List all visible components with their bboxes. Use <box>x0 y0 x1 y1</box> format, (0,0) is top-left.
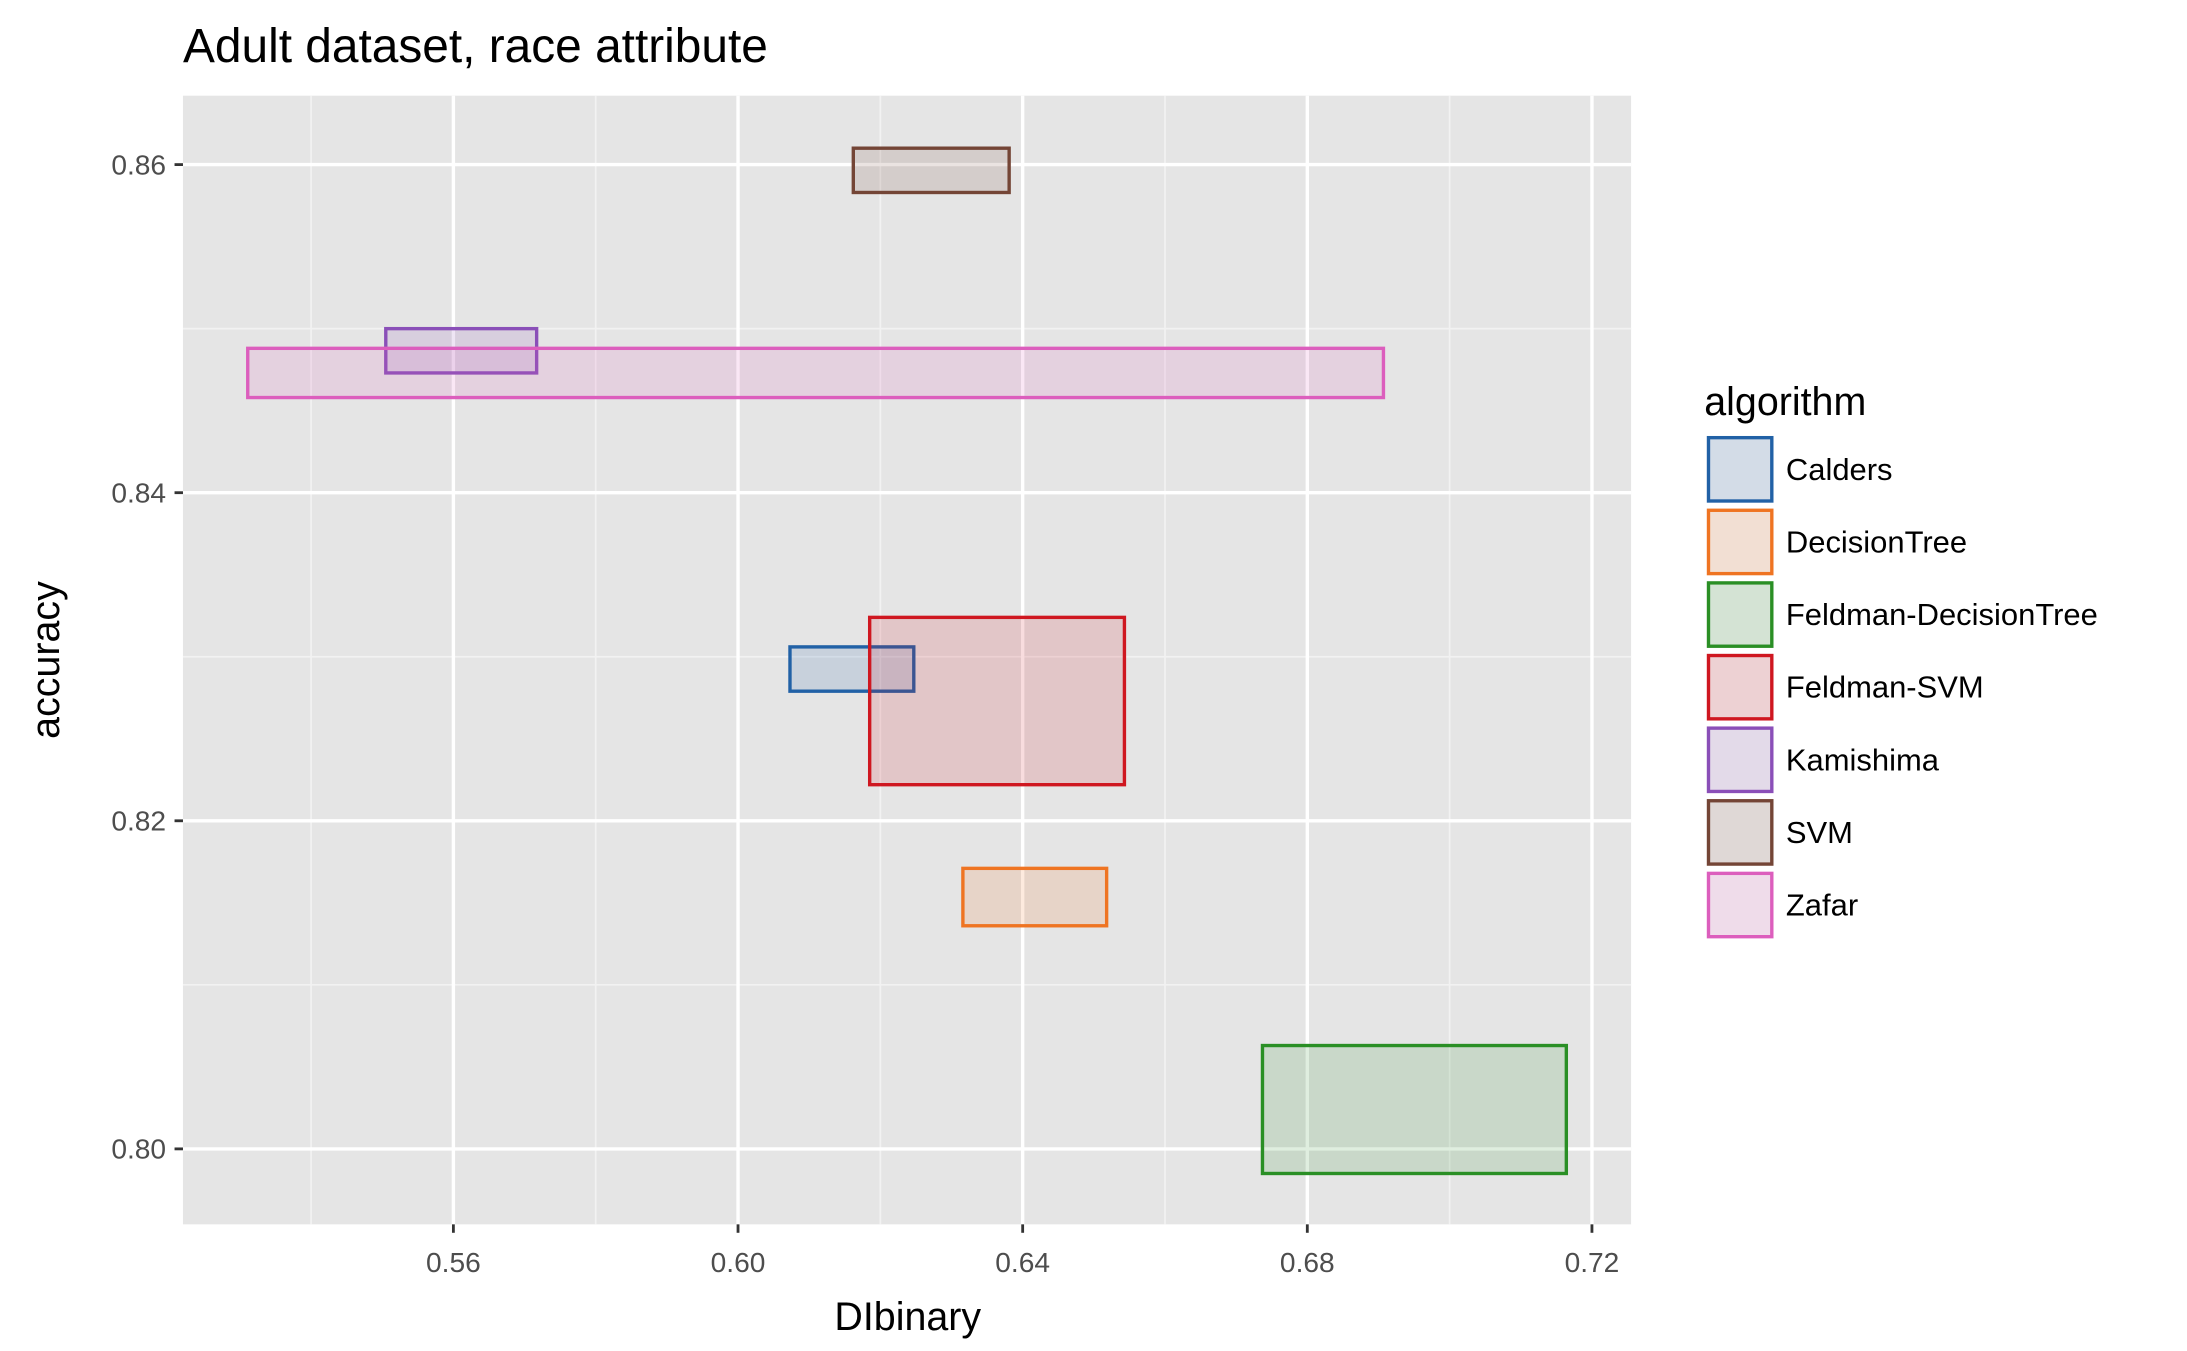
x-tick-label: 0.56 <box>426 1247 481 1278</box>
x-tick-label: 0.64 <box>995 1247 1050 1278</box>
range-box <box>1260 1043 1569 1176</box>
x-tick-label: 0.72 <box>1565 1247 1620 1278</box>
range-box <box>961 866 1109 928</box>
range-box <box>867 615 1127 787</box>
legend-key <box>1707 871 1774 939</box>
legend-swatch <box>1706 508 1774 576</box>
legend-label: Calders <box>1786 452 1893 487</box>
y-axis-title: accuracy <box>24 581 68 739</box>
legend-swatch <box>1706 581 1774 648</box>
legend-key <box>1707 581 1774 648</box>
y-tick-label: 0.80 <box>111 1134 166 1165</box>
legend-label: DecisionTree <box>1786 525 1967 560</box>
range-box <box>246 346 1386 400</box>
legend-key <box>1707 726 1774 793</box>
x-axis-title: DIbinary <box>834 1295 981 1339</box>
plot-panel <box>182 95 1632 1225</box>
legend-swatch <box>1706 799 1774 866</box>
legend-title: algorithm <box>1704 380 1866 424</box>
legend-swatch <box>1706 653 1774 721</box>
legend-swatch <box>1706 871 1774 939</box>
legend-label: Feldman-DecisionTree <box>1786 597 2098 632</box>
y-tick-label: 0.84 <box>111 478 166 509</box>
legend-label: Zafar <box>1786 888 1858 923</box>
legend-key <box>1707 436 1774 503</box>
x-tick-label: 0.60 <box>711 1247 766 1278</box>
legend-swatch <box>1706 726 1774 794</box>
chart-title: Adult dataset, race attribute <box>183 20 768 73</box>
legend-key <box>1707 799 1774 866</box>
legend-swatch <box>1706 435 1774 503</box>
legend-label: SVM <box>1786 815 1853 850</box>
range-box <box>788 645 916 693</box>
legend-label: Kamishima <box>1786 742 1940 777</box>
y-tick-label: 0.86 <box>111 149 166 180</box>
x-tick-label: 0.68 <box>1280 1247 1335 1278</box>
legend-key <box>1707 654 1774 721</box>
range-box <box>384 326 539 375</box>
range-box <box>851 146 1011 195</box>
legend-key <box>1707 508 1774 576</box>
y-tick-label: 0.82 <box>111 806 166 837</box>
legend-label: Feldman-SVM <box>1786 670 1984 705</box>
